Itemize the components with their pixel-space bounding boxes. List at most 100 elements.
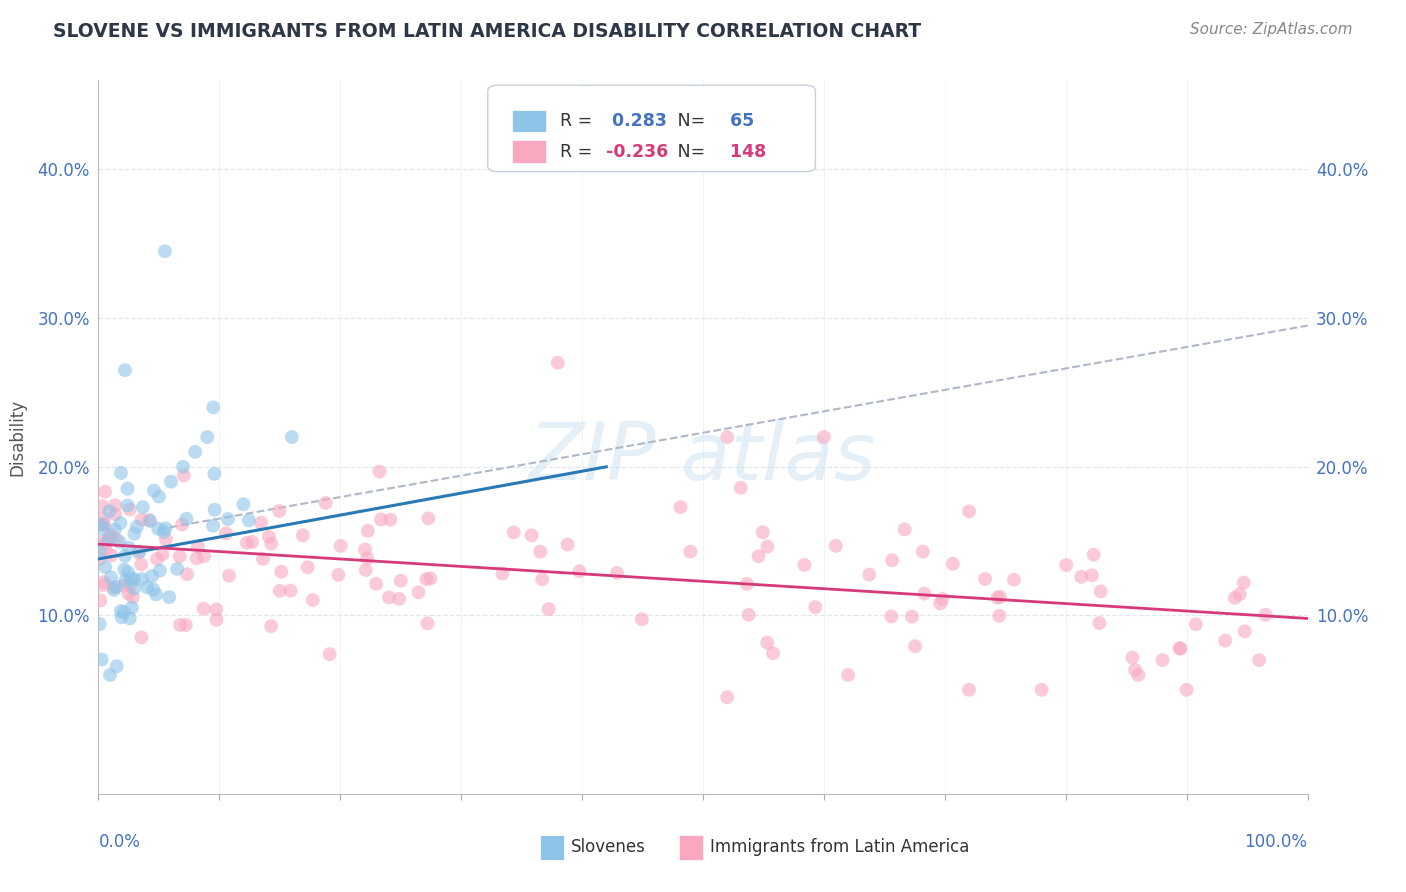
Point — [142, 582, 165, 597]
Point — [117, 587, 139, 601]
Point — [1168, 641, 1191, 656]
FancyBboxPatch shape — [540, 835, 564, 860]
Point — [942, 557, 965, 571]
Point — [91, 534, 114, 549]
Point — [1070, 570, 1092, 584]
Point — [138, 513, 160, 527]
Point — [252, 551, 274, 566]
Point — [238, 513, 260, 527]
Text: Source: ZipAtlas.com: Source: ZipAtlas.com — [1189, 22, 1353, 37]
Y-axis label: Disability: Disability — [8, 399, 27, 475]
FancyBboxPatch shape — [512, 140, 546, 163]
Point — [1229, 587, 1251, 601]
Point — [89, 545, 111, 559]
Point — [356, 551, 378, 566]
Point — [124, 526, 146, 541]
Point — [89, 552, 111, 566]
Text: R =: R = — [561, 143, 598, 161]
Point — [204, 467, 226, 481]
Point — [380, 513, 402, 527]
Point — [904, 639, 927, 653]
Point — [204, 502, 226, 516]
Point — [1090, 584, 1112, 599]
Point — [169, 549, 191, 564]
Point — [301, 593, 323, 607]
Point — [1223, 591, 1246, 605]
Point — [232, 497, 254, 511]
Point — [1175, 682, 1198, 697]
Text: Immigrants from Latin America: Immigrants from Latin America — [710, 838, 970, 856]
Point — [730, 481, 752, 495]
Point — [957, 682, 980, 697]
Point — [557, 538, 579, 552]
Point — [260, 536, 283, 550]
Point — [148, 490, 170, 504]
Text: R =: R = — [561, 112, 598, 130]
Point — [1088, 615, 1111, 630]
Point — [193, 549, 215, 564]
Point — [110, 610, 132, 624]
Point — [149, 564, 172, 578]
Point — [131, 631, 153, 645]
Point — [94, 542, 117, 557]
Point — [105, 533, 128, 547]
Point — [201, 518, 224, 533]
Point — [988, 608, 1011, 623]
Point — [89, 617, 111, 632]
Point — [291, 528, 314, 542]
Point — [104, 498, 127, 512]
Point — [117, 566, 139, 580]
Point — [110, 604, 132, 618]
Point — [128, 544, 150, 558]
Point — [132, 500, 155, 515]
Point — [103, 582, 125, 597]
Point — [118, 578, 141, 592]
Point — [378, 591, 401, 605]
Point — [215, 526, 238, 541]
Point — [176, 512, 198, 526]
Text: 100.0%: 100.0% — [1244, 833, 1308, 851]
Point — [94, 560, 117, 574]
Point — [169, 618, 191, 632]
Point — [354, 542, 377, 557]
Point — [606, 566, 628, 580]
Point — [122, 591, 145, 605]
Point — [93, 516, 115, 531]
Point — [901, 609, 924, 624]
Point — [90, 517, 112, 532]
Point — [114, 363, 136, 377]
Point — [93, 517, 115, 532]
Point — [737, 607, 759, 622]
Point — [155, 533, 177, 547]
Point — [205, 602, 228, 616]
Point — [129, 558, 152, 572]
Point — [93, 574, 115, 589]
FancyBboxPatch shape — [488, 86, 815, 171]
Point — [117, 482, 139, 496]
Point — [100, 527, 122, 541]
Point — [502, 525, 524, 540]
Point — [748, 549, 770, 564]
Point — [1031, 682, 1053, 697]
Text: 65: 65 — [724, 112, 754, 130]
Point — [153, 244, 176, 259]
Point — [205, 613, 228, 627]
Point — [100, 530, 122, 544]
Point — [172, 459, 194, 474]
Point — [1233, 624, 1256, 639]
Point — [813, 430, 835, 444]
Text: 0.283: 0.283 — [606, 112, 666, 130]
Point — [1254, 607, 1277, 622]
Point — [131, 572, 153, 586]
Point — [122, 582, 145, 596]
Point — [240, 534, 263, 549]
Point — [195, 430, 218, 444]
Point — [250, 516, 273, 530]
Point — [837, 668, 859, 682]
Point — [269, 583, 291, 598]
Point — [91, 578, 114, 592]
Point — [520, 528, 543, 542]
Point — [131, 513, 153, 527]
Point — [97, 533, 120, 547]
Point — [270, 565, 292, 579]
